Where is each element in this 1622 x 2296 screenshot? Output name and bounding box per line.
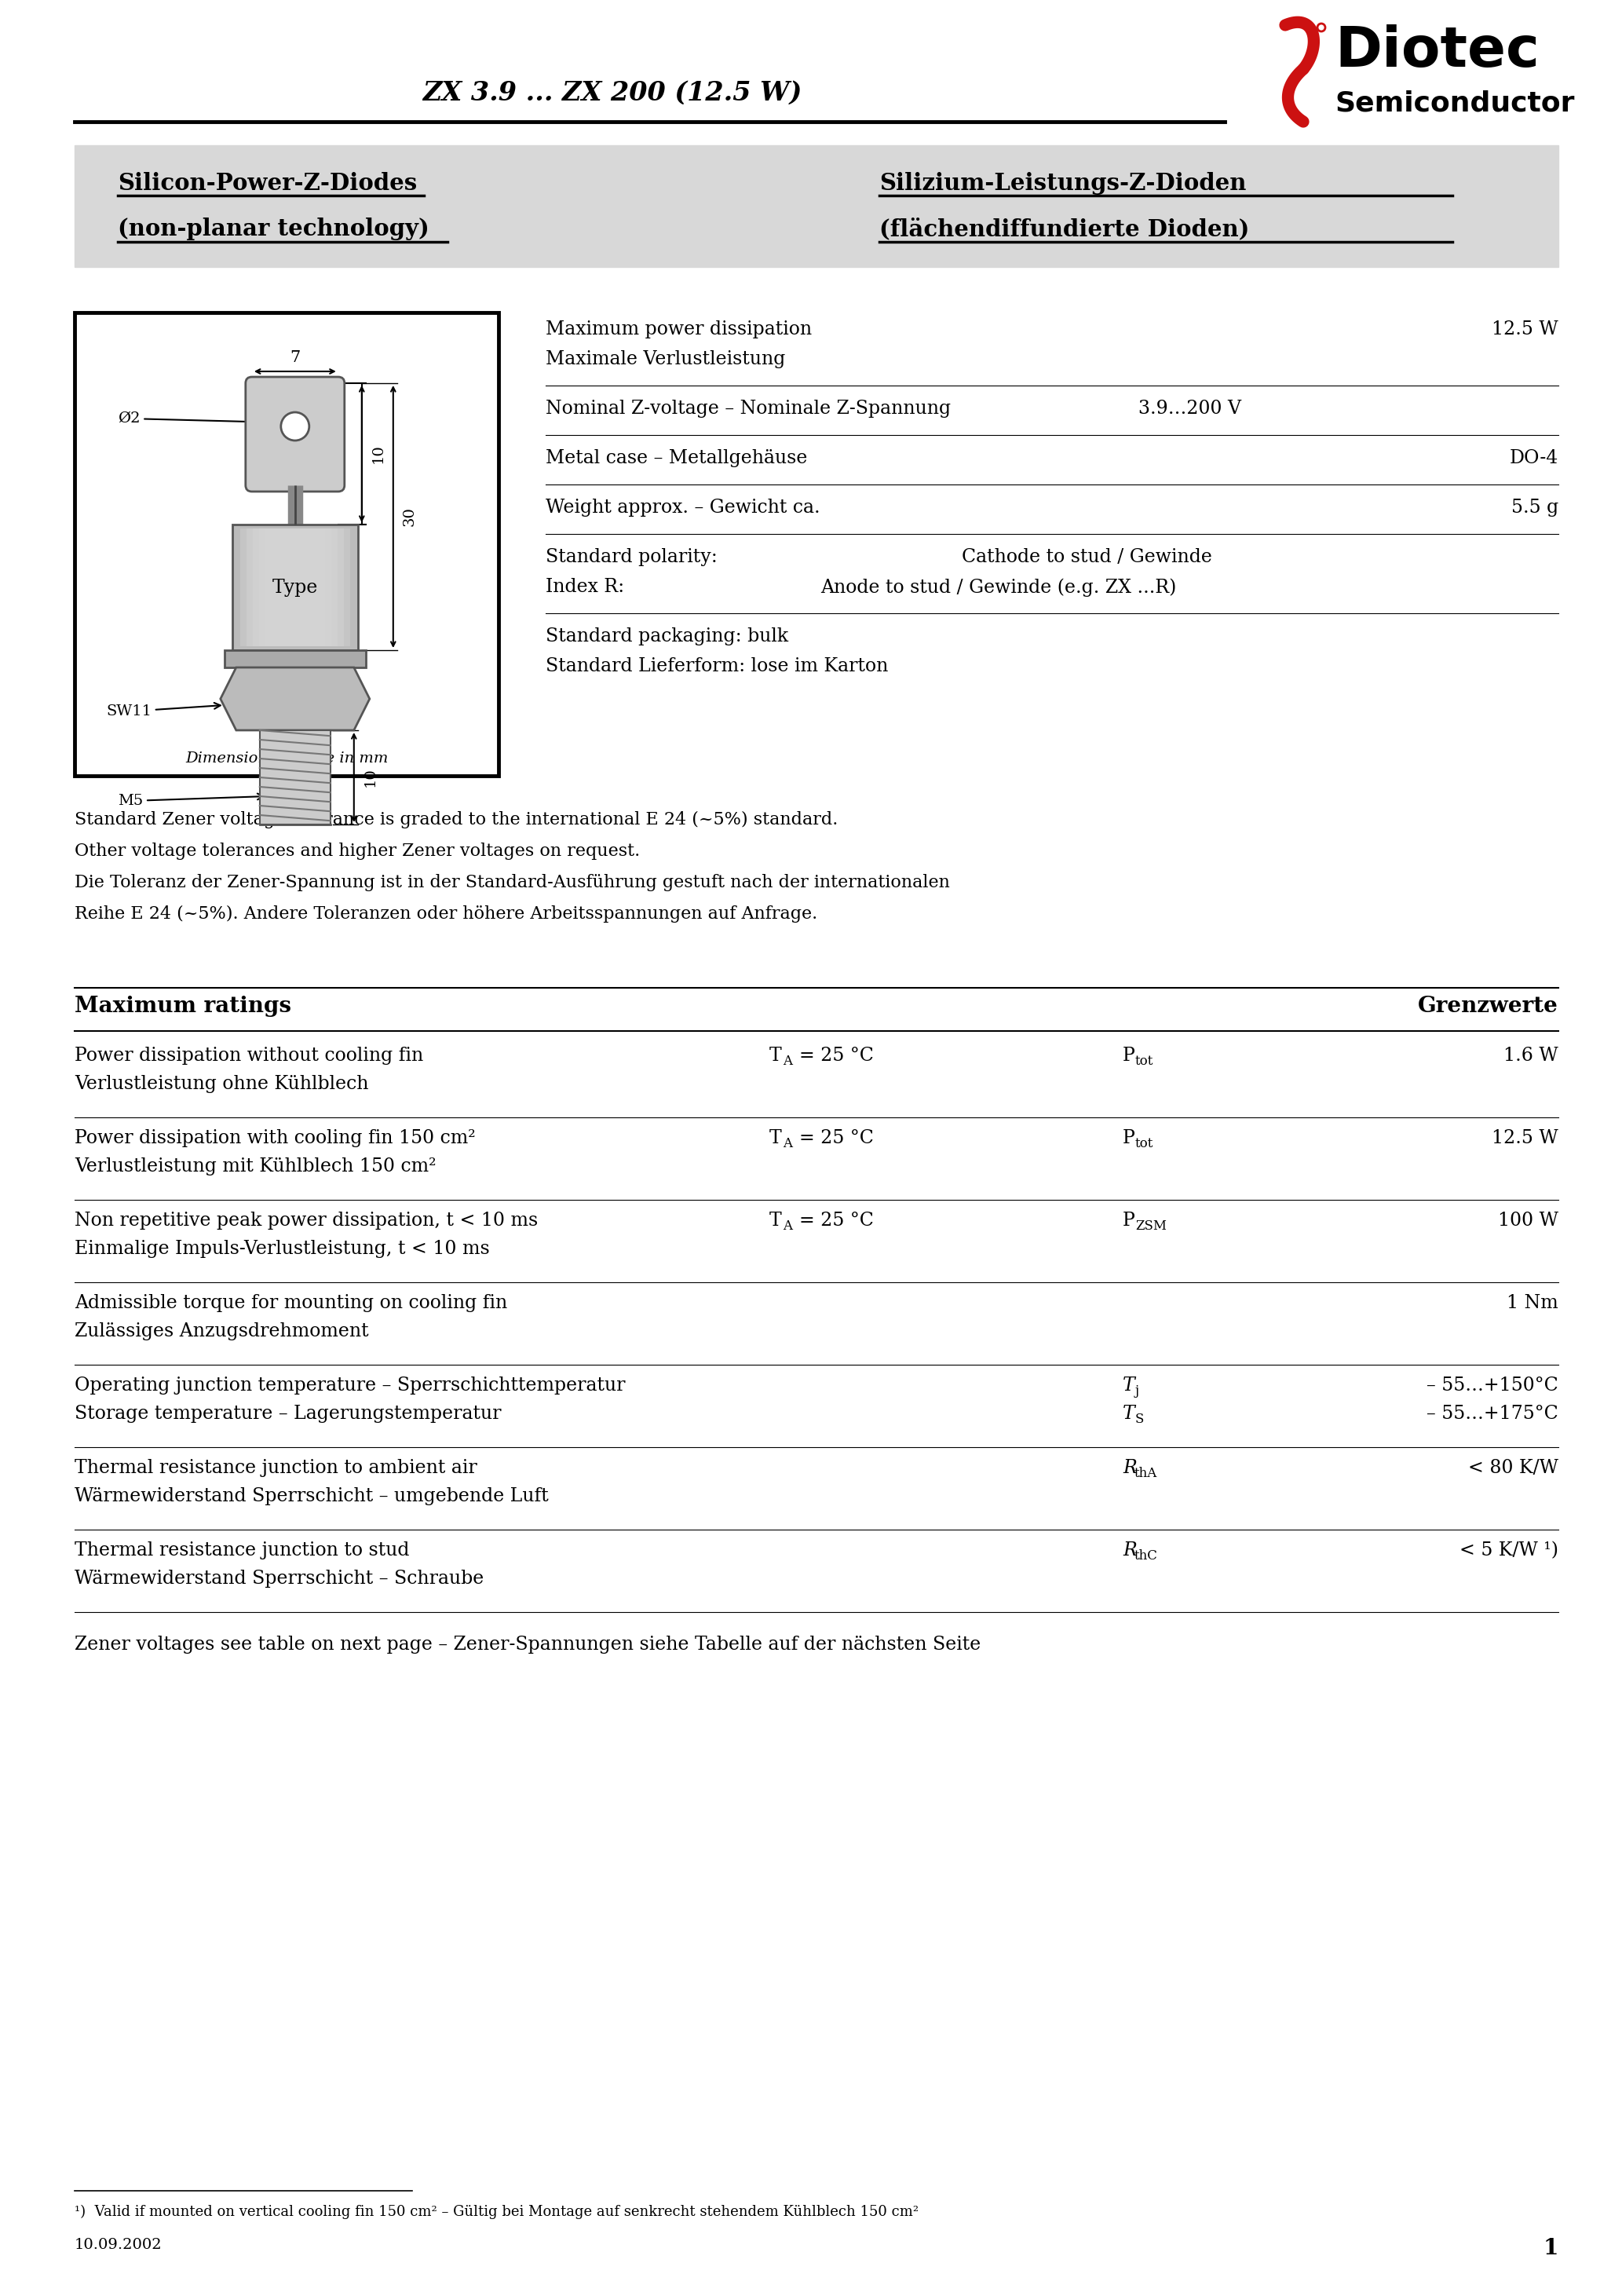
Bar	[266, 528, 324, 645]
Text: Weight approx. – Gewicht ca.: Weight approx. – Gewicht ca.	[545, 498, 821, 517]
Text: Die Toleranz der Zener-Spannung ist in der Standard-Ausführung gestuft nach der : Die Toleranz der Zener-Spannung ist in d…	[75, 875, 950, 891]
Text: 10: 10	[363, 767, 378, 788]
Text: Maximale Verlustleistung: Maximale Verlustleistung	[545, 351, 785, 367]
Text: T: T	[769, 1130, 782, 1148]
Text: R: R	[1122, 1541, 1137, 1559]
Text: Index R:: Index R:	[545, 579, 624, 597]
Text: Power dissipation without cooling fin: Power dissipation without cooling fin	[75, 1047, 423, 1065]
Text: Thermal resistance junction to ambient air: Thermal resistance junction to ambient a…	[75, 1458, 477, 1476]
Text: Einmalige Impuls-Verlustleistung, t < 10 ms: Einmalige Impuls-Verlustleistung, t < 10…	[75, 1240, 490, 1258]
Text: P: P	[1122, 1047, 1135, 1065]
Text: 1.6 W: 1.6 W	[1504, 1047, 1559, 1065]
Text: M5: M5	[118, 794, 263, 808]
Text: Storage temperature – Lagerungstemperatur: Storage temperature – Lagerungstemperatu…	[75, 1405, 501, 1424]
Text: 5.5 g: 5.5 g	[1512, 498, 1559, 517]
Text: ZX 3.9 ... ZX 200 (12.5 W): ZX 3.9 ... ZX 200 (12.5 W)	[423, 80, 803, 106]
Text: Reihe E 24 (~5%). Andere Toleranzen oder höhere Arbeitsspannungen auf Anfrage.: Reihe E 24 (~5%). Andere Toleranzen oder…	[75, 905, 817, 923]
Bar	[75, 145, 1559, 266]
Text: Metal case – Metallgehäuse: Metal case – Metallgehäuse	[545, 450, 808, 466]
Text: Dimensions / Maße in mm: Dimensions / Maße in mm	[185, 751, 388, 765]
Text: (non-planar technology): (non-planar technology)	[118, 218, 430, 241]
Text: A: A	[783, 1054, 792, 1068]
Text: Nominal Z-voltage – Nominale Z-Spannung: Nominal Z-voltage – Nominale Z-Spannung	[545, 400, 950, 418]
Text: T: T	[1122, 1378, 1135, 1394]
Text: Verlustleistung mit Kühlblech 150 cm²: Verlustleistung mit Kühlblech 150 cm²	[75, 1157, 436, 1176]
Text: 100 W: 100 W	[1499, 1212, 1559, 1231]
Text: (flächendiffundierte Dioden): (flächendiffundierte Dioden)	[879, 218, 1249, 241]
Text: Grenzwerte: Grenzwerte	[1418, 996, 1559, 1017]
Text: T: T	[769, 1047, 782, 1065]
Text: P: P	[1122, 1130, 1135, 1148]
Text: = 25 °C: = 25 °C	[800, 1047, 874, 1065]
Text: Wärmewiderstand Sperrschicht – Schraube: Wärmewiderstand Sperrschicht – Schraube	[75, 1570, 483, 1589]
Text: = 25 °C: = 25 °C	[800, 1130, 874, 1148]
Text: 10: 10	[371, 443, 386, 464]
Text: – 55…+150°C: – 55…+150°C	[1427, 1378, 1559, 1394]
Text: Type: Type	[272, 579, 318, 597]
Text: 12.5 W: 12.5 W	[1492, 1130, 1559, 1148]
Text: DO-4: DO-4	[1510, 450, 1559, 466]
Text: A: A	[783, 1137, 792, 1150]
Text: j: j	[1135, 1384, 1139, 1398]
Text: Thermal resistance junction to stud: Thermal resistance junction to stud	[75, 1541, 409, 1559]
Text: Semiconductor: Semiconductor	[1335, 90, 1575, 117]
Text: Standard polarity:: Standard polarity:	[545, 549, 717, 567]
Text: < 80 K/W: < 80 K/W	[1468, 1458, 1559, 1476]
Text: A: A	[783, 1219, 792, 1233]
Text: T: T	[769, 1212, 782, 1231]
Text: – 55…+175°C: – 55…+175°C	[1427, 1405, 1559, 1424]
Text: 12.5 W: 12.5 W	[1492, 321, 1559, 338]
Text: Non repetitive peak power dissipation, t < 10 ms: Non repetitive peak power dissipation, t…	[75, 1212, 539, 1231]
Bar	[253, 528, 337, 645]
Circle shape	[281, 413, 310, 441]
Text: tot: tot	[1135, 1137, 1153, 1150]
Text: R: R	[1122, 1458, 1137, 1476]
Text: Diotec: Diotec	[1335, 23, 1539, 78]
Text: 7: 7	[290, 351, 300, 365]
Text: Operating junction temperature – Sperrschichttemperatur: Operating junction temperature – Sperrsc…	[75, 1378, 626, 1394]
Text: thC: thC	[1134, 1550, 1158, 1564]
Bar	[247, 528, 344, 645]
Text: Verlustleistung ohne Kühlblech: Verlustleistung ohne Kühlblech	[75, 1075, 368, 1093]
Text: Standard Zener voltage tolerance is graded to the international E 24 (~5%) stand: Standard Zener voltage tolerance is grad…	[75, 810, 839, 829]
Text: Ø2: Ø2	[118, 411, 274, 425]
Text: Silizium-Leistungs-Z-Dioden: Silizium-Leistungs-Z-Dioden	[879, 172, 1246, 195]
Bar	[232, 523, 358, 650]
Text: Wärmewiderstand Sperrschicht – umgebende Luft: Wärmewiderstand Sperrschicht – umgebende…	[75, 1488, 548, 1506]
Text: T: T	[1122, 1405, 1135, 1424]
Text: Standard Lieferform: lose im Karton: Standard Lieferform: lose im Karton	[545, 657, 889, 675]
Text: Silicon-Power-Z-Diodes: Silicon-Power-Z-Diodes	[118, 172, 417, 195]
Text: ¹)  Valid if mounted on vertical cooling fin 150 cm² – Gültig bei Montage auf se: ¹) Valid if mounted on vertical cooling …	[75, 2204, 918, 2220]
Text: 1: 1	[1543, 2239, 1559, 2259]
Bar	[75, 312, 498, 776]
Text: Maximum ratings: Maximum ratings	[75, 996, 292, 1017]
Text: 30: 30	[402, 507, 417, 526]
Text: S: S	[1135, 1412, 1144, 1426]
Bar	[240, 528, 350, 645]
Text: Standard packaging: bulk: Standard packaging: bulk	[545, 627, 788, 645]
Text: ZSM: ZSM	[1135, 1219, 1166, 1233]
Polygon shape	[221, 668, 370, 730]
Bar	[260, 730, 331, 824]
Text: tot: tot	[1135, 1054, 1153, 1068]
Text: < 5 K/W ¹): < 5 K/W ¹)	[1460, 1541, 1559, 1559]
Bar	[260, 528, 331, 645]
Text: Admissible torque for mounting on cooling fin: Admissible torque for mounting on coolin…	[75, 1295, 508, 1311]
Text: Maximum power dissipation: Maximum power dissipation	[545, 321, 813, 338]
Text: 10.09.2002: 10.09.2002	[75, 2239, 162, 2252]
Text: = 25 °C: = 25 °C	[800, 1212, 874, 1231]
Text: Zulässiges Anzugsdrehmoment: Zulässiges Anzugsdrehmoment	[75, 1322, 368, 1341]
Text: SW11: SW11	[105, 703, 221, 719]
Text: Other voltage tolerances and higher Zener voltages on request.: Other voltage tolerances and higher Zene…	[75, 843, 641, 859]
FancyBboxPatch shape	[245, 377, 344, 491]
Text: Power dissipation with cooling fin 150 cm²: Power dissipation with cooling fin 150 c…	[75, 1130, 475, 1148]
Text: 1 Nm: 1 Nm	[1507, 1295, 1559, 1311]
Text: P: P	[1122, 1212, 1135, 1231]
Text: Anode to stud / Gewinde (e.g. ZX ...R): Anode to stud / Gewinde (e.g. ZX ...R)	[821, 579, 1176, 597]
Text: 3.9…200 V: 3.9…200 V	[1139, 400, 1241, 418]
Bar	[224, 650, 365, 668]
Text: Zener voltages see table on next page – Zener-Spannungen siehe Tabelle auf der n: Zener voltages see table on next page – …	[75, 1635, 981, 1653]
Text: thA: thA	[1134, 1467, 1158, 1481]
Text: Cathode to stud / Gewinde: Cathode to stud / Gewinde	[962, 549, 1212, 567]
